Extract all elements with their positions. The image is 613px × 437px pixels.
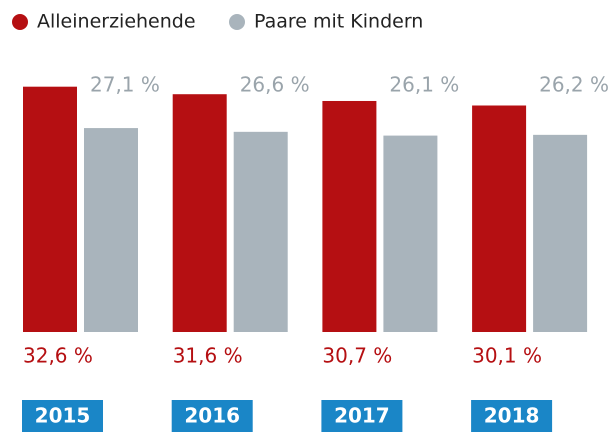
x-tick-label: 2016 (184, 404, 240, 428)
bar (383, 135, 438, 332)
value-label: 26,6 % (240, 73, 310, 97)
bar (23, 86, 77, 332)
value-label: 31,6 % (173, 344, 243, 368)
x-tick-label: 2015 (35, 404, 91, 428)
year-box (22, 400, 103, 432)
value-label: 30,1 % (472, 344, 542, 368)
x-tick-label: 2018 (484, 404, 540, 428)
legend-label: Alleinerziehende (37, 11, 196, 33)
value-label: 32,6 % (23, 344, 93, 368)
x-tick-label: 2017 (334, 404, 390, 428)
value-label: 27,1 % (90, 73, 160, 97)
year-box (171, 400, 253, 432)
bar (84, 128, 138, 332)
year-box (471, 400, 553, 432)
year-box (321, 400, 403, 432)
bar (172, 94, 227, 333)
value-label: 26,2 % (539, 73, 609, 97)
legend-label: Paare mit Kindern (254, 11, 423, 33)
value-label: 30,7 % (322, 344, 392, 368)
bar (233, 131, 288, 332)
bar (472, 105, 527, 332)
legend-swatch (12, 14, 28, 30)
legend-swatch (229, 14, 245, 30)
bar (533, 134, 588, 332)
bar (322, 100, 377, 332)
value-label: 26,1 % (389, 73, 459, 97)
